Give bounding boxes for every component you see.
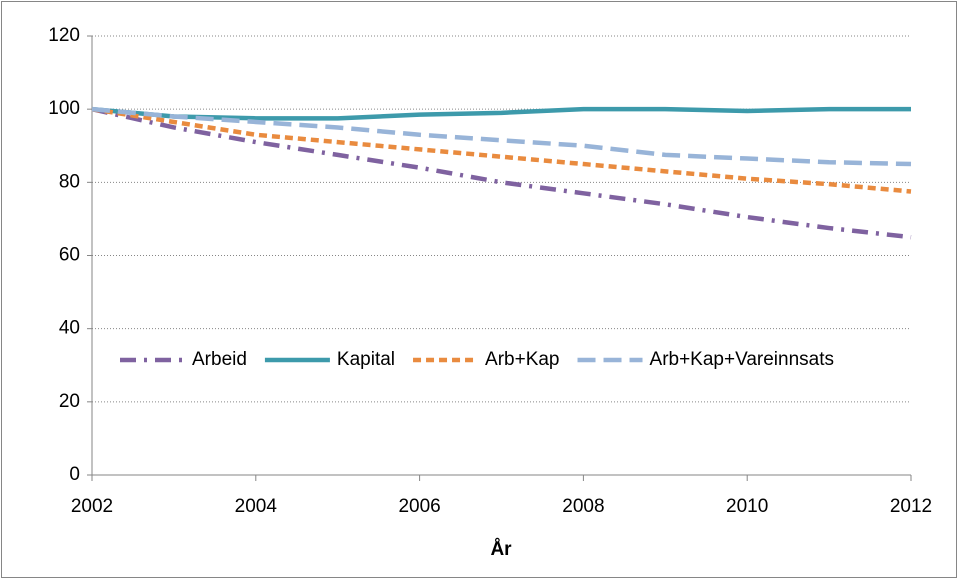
x-tick-label: 2010: [726, 496, 768, 517]
legend-label: Arbeid: [192, 349, 247, 370]
y-tick-label: 100: [48, 98, 80, 119]
x-tick-label: 2006: [398, 496, 440, 517]
y-tick-label: 80: [59, 171, 80, 192]
x-tick-label: 2012: [890, 496, 932, 517]
x-tick-label: 2002: [71, 496, 113, 517]
legend-label: Arb+Kap: [485, 349, 559, 370]
y-tick-label: 120: [48, 25, 80, 46]
x-tick-label: 2004: [235, 496, 278, 517]
y-tick-label: 20: [59, 391, 80, 412]
series-line: [91, 106, 911, 121]
legend-label: Arb+Kap+Vareinnsats: [650, 349, 835, 370]
y-tick-label: 0: [69, 464, 80, 485]
x-axis-label: År: [490, 539, 512, 560]
y-tick-label: 40: [59, 318, 80, 339]
series-line: [91, 106, 912, 167]
y-tick-label: 60: [59, 245, 80, 266]
series-line: [91, 106, 912, 240]
x-tick-label: 2008: [562, 496, 604, 517]
legend-label: Kapital: [337, 349, 395, 370]
